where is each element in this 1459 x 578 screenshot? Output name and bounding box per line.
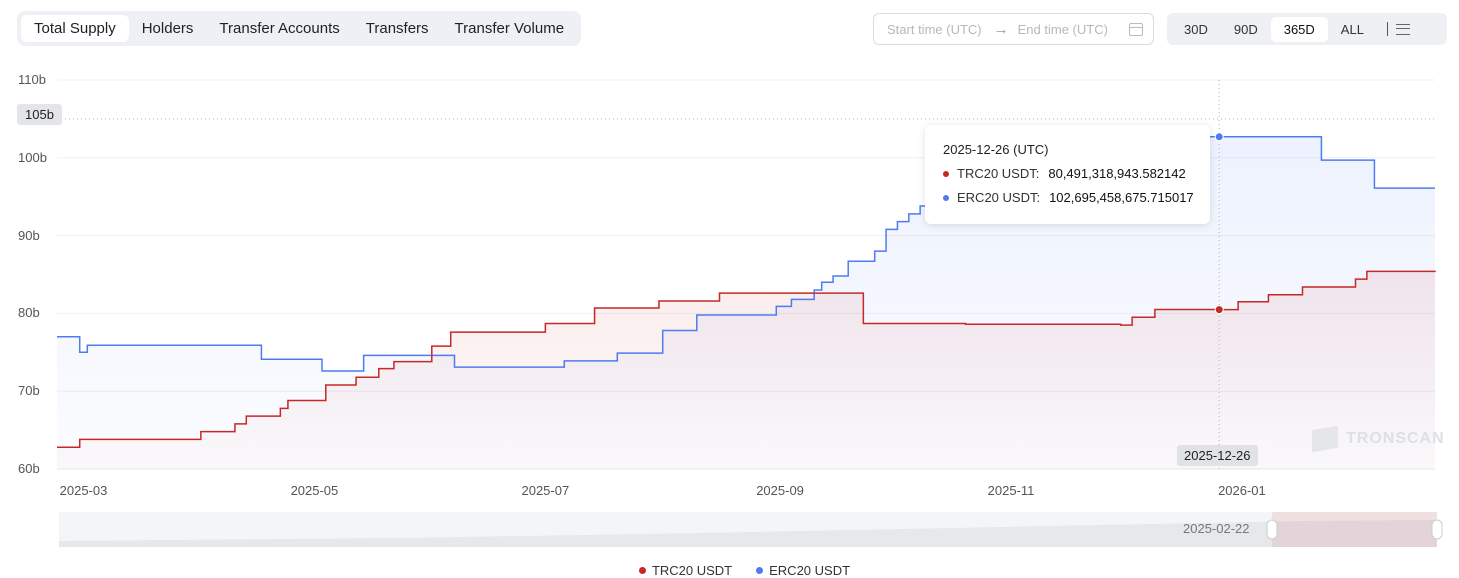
series-line-trc20-usdt	[57, 270, 1436, 448]
tronscan-watermark: TRONSCAN	[1312, 425, 1445, 453]
erc20-dot-icon	[943, 194, 949, 201]
x-tick-label: 2025-05	[290, 483, 339, 498]
watermark-text: TRONSCAN	[1346, 430, 1445, 447]
tab-transfers[interactable]: Transfers	[365, 20, 429, 37]
range-90d-button[interactable]: 90D	[1233, 21, 1258, 37]
legend-dot-icon	[638, 567, 646, 574]
legend-label: ERC20 USDT	[769, 563, 851, 578]
tooltip-label: TRC20 USDT:	[957, 166, 1040, 181]
range-all-button[interactable]: ALL	[1340, 21, 1364, 37]
x-tick-label: 2025-07	[521, 483, 570, 498]
calendar-icon[interactable]	[1129, 22, 1143, 36]
chart-tooltip: 2025-12-26 (UTC) TRC20 USDT: 80,491,318,9…	[925, 125, 1210, 224]
range-30d-button[interactable]: 30D	[1184, 21, 1208, 37]
data-zoom-selection	[1272, 512, 1437, 547]
trc20-dot-icon	[943, 170, 949, 177]
chart-legend: TRC20 USDT ERC20 USDT	[0, 563, 1459, 578]
y-tick-label: 70b	[18, 383, 40, 399]
y-tick-label: 110b	[18, 72, 46, 87]
hover-point	[1214, 305, 1224, 315]
legend-item-erc20[interactable]: ERC20 USDT	[756, 563, 850, 578]
tooltip-value: 80,491,318,943.582142	[1048, 166, 1186, 181]
legend-item-trc20[interactable]: TRC20 USDT	[638, 563, 733, 578]
tooltip-row-erc20: ERC20 USDT: 102,695,458,675.715017	[943, 190, 1210, 205]
tab-holders[interactable]: Holders	[141, 20, 194, 37]
arrow-right-icon: →	[993, 20, 1009, 38]
tab-transfer-accounts[interactable]: Transfer Accounts	[219, 20, 340, 37]
y-tick-label: 90b	[18, 227, 40, 243]
tab-total-supply[interactable]: Total Supply	[21, 15, 129, 42]
y-tick-label: 100b	[18, 149, 47, 165]
axis-pointer-y-label: 105b	[17, 104, 62, 125]
divider	[1386, 22, 1388, 36]
x-tick-label: 2025-03	[59, 483, 108, 498]
tab-transfer-volume[interactable]: Transfer Volume	[454, 20, 565, 37]
tooltip-label: ERC20 USDT:	[957, 190, 1041, 205]
slider-handle[interactable]	[1431, 519, 1443, 540]
tooltip-title: 2025-12-26 (UTC)	[943, 142, 1049, 157]
range-365d-button[interactable]: 365D	[1270, 16, 1328, 42]
metric-tabs: Total Supply Holders Transfer Accounts T…	[17, 11, 582, 46]
hover-point	[1214, 132, 1224, 142]
axis-pointer-x-label: 2025-12-26	[1177, 445, 1258, 466]
slider-start-label: 2025-02-22	[1183, 521, 1250, 536]
tooltip-value: 102,695,458,675.715017	[1049, 190, 1194, 205]
range-selector: 30D 90D 365D ALL	[1167, 13, 1447, 45]
area-trc20-usdt	[57, 271, 1435, 469]
y-tick-label: 60b	[18, 461, 40, 476]
x-tick-label: 2025-09	[756, 483, 804, 498]
x-tick-label: 2026-01	[1218, 483, 1266, 498]
legend-dot-icon	[756, 567, 764, 574]
legend-label: TRC20 USDT	[651, 563, 733, 578]
y-tick-label: 80b	[18, 305, 40, 321]
date-range-picker[interactable]: Start time (UTC) → End time (UTC)	[873, 13, 1154, 45]
data-zoom-preview	[59, 520, 1437, 547]
x-tick-label: 2025-11	[987, 483, 1035, 498]
cube-logo-icon	[1312, 425, 1338, 453]
end-time-input[interactable]: End time (UTC)	[1017, 21, 1108, 37]
slider-handle[interactable]	[1266, 519, 1278, 540]
menu-icon[interactable]	[1395, 23, 1410, 35]
tooltip-row-trc20: TRC20 USDT: 80,491,318,943.582142	[943, 166, 1210, 181]
start-time-input[interactable]: Start time (UTC)	[887, 21, 982, 37]
